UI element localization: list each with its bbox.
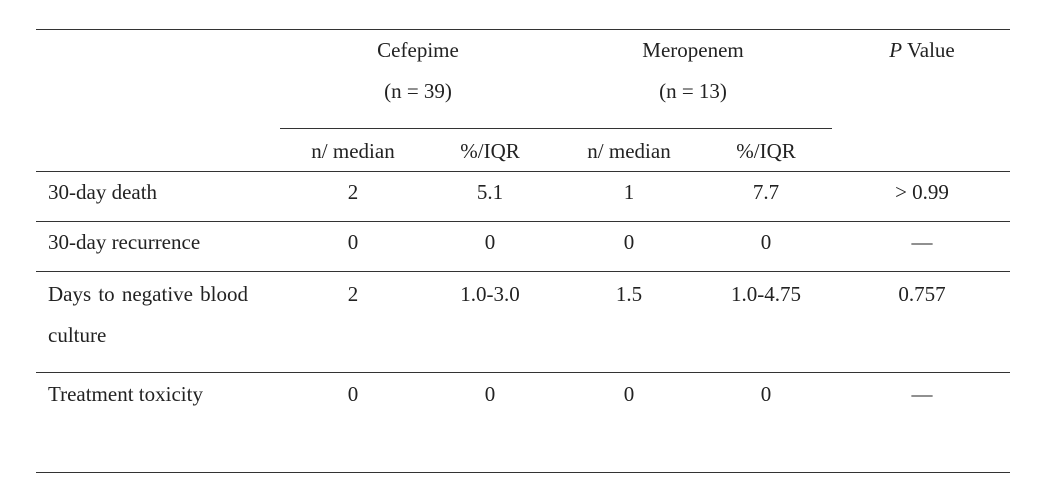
group-name: Cefepime xyxy=(377,38,459,62)
cell: 0 xyxy=(623,382,635,406)
group-rule xyxy=(280,128,832,129)
row-label: 30-day death xyxy=(48,180,158,204)
cell: 0 xyxy=(347,230,359,254)
p-label: Value xyxy=(906,38,955,62)
row-rule xyxy=(36,372,1010,373)
cell: 0 xyxy=(760,230,772,254)
p-value: — xyxy=(911,382,933,406)
cell: 0 xyxy=(484,230,496,254)
row-label: Treatment toxicity xyxy=(48,382,203,406)
p-value: 0.757 xyxy=(898,282,946,306)
cell: 0 xyxy=(623,230,635,254)
cell: 7.7 xyxy=(752,180,780,204)
subheader: %/IQR xyxy=(460,139,520,163)
header-rule xyxy=(36,171,1010,172)
p-value: — xyxy=(911,230,933,254)
top-rule xyxy=(36,29,1010,30)
cell: 0 xyxy=(347,382,359,406)
p-value-header: P Value xyxy=(842,38,1002,62)
cell: 2 xyxy=(347,282,359,306)
p-value: > 0.99 xyxy=(895,180,949,204)
bottom-rule xyxy=(36,472,1010,473)
group-n: (n = 13) xyxy=(659,79,727,103)
cell: 2 xyxy=(347,180,359,204)
group-n: (n = 39) xyxy=(384,79,452,103)
cell: 0 xyxy=(484,382,496,406)
row-label: 30-day recurrence xyxy=(48,230,201,254)
cell: 1.0-4.75 xyxy=(731,282,801,306)
cell: 1 xyxy=(623,180,635,204)
p-symbol: P xyxy=(889,38,903,62)
cell: 0 xyxy=(760,382,772,406)
row-label: Days to negative blood culture xyxy=(48,282,248,347)
subheader: n/ median xyxy=(311,139,395,163)
cell: 1.5 xyxy=(615,282,643,306)
subheader: %/IQR xyxy=(736,139,796,163)
row-rule xyxy=(36,221,1010,222)
cell: 1.0-3.0 xyxy=(460,282,520,306)
row-rule xyxy=(36,271,1010,272)
group-name: Meropenem xyxy=(642,38,744,62)
subheader: n/ median xyxy=(587,139,671,163)
cell: 5.1 xyxy=(476,180,504,204)
